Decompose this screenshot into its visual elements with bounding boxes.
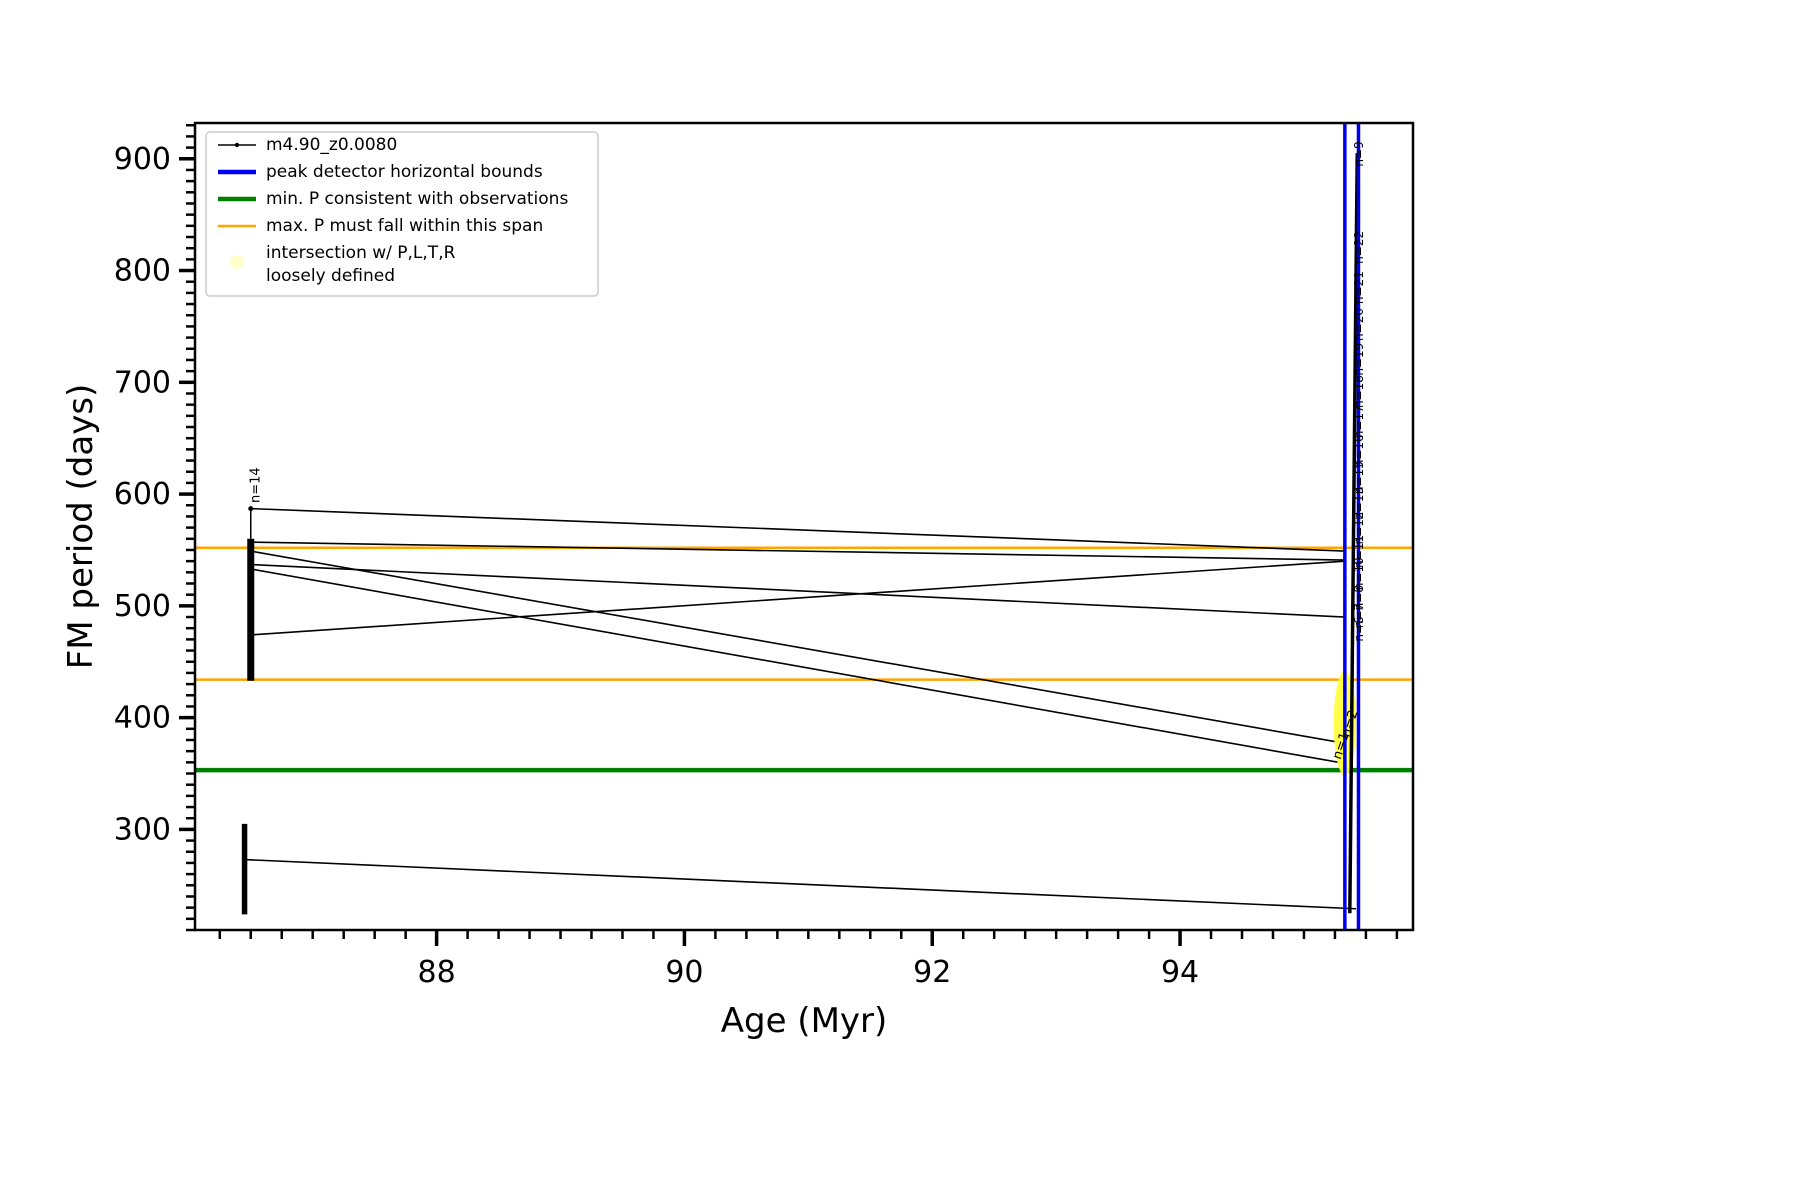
- annotation-n=10: n=10: [1352, 557, 1366, 590]
- x-axis-label: Age (Myr): [721, 1001, 888, 1041]
- y-tick-label: 700: [114, 365, 171, 400]
- x-tick-label: 92: [913, 955, 951, 990]
- annotation-n=17: n=17: [1352, 405, 1366, 438]
- right-dense-track: [1348, 153, 1359, 914]
- track-segment-0: [250, 507, 1345, 552]
- legend-marker-dot: [234, 142, 240, 148]
- track-segment-1: [250, 541, 1345, 561]
- legend-label: min. P consistent with observations: [266, 189, 568, 209]
- annotation-n=14: n=14: [248, 467, 263, 503]
- legend-box: [205, 131, 599, 297]
- y-tick-label: 600: [114, 477, 171, 512]
- y-tick-label: 800: [114, 254, 171, 289]
- y-tick-label: 400: [114, 701, 171, 736]
- legend-label: m4.90_z0.0080: [266, 135, 397, 155]
- annotation-n=11: n=11: [1352, 535, 1366, 568]
- track-segment-6: [244, 858, 1357, 910]
- track-segment-3: [250, 563, 1345, 618]
- legend-label: peak detector horizontal bounds: [266, 162, 543, 182]
- marker-point-0: [248, 506, 254, 512]
- legend-label: max. P must fall within this span: [266, 216, 543, 236]
- track-segment-4: [250, 568, 1345, 765]
- annotation-n=8: n=8: [1352, 585, 1366, 610]
- y-tick-label: 900: [114, 142, 171, 177]
- x-tick-label: 94: [1161, 955, 1199, 990]
- annotation-n=6: n=6: [1352, 616, 1366, 641]
- annotation-n=13: n=13: [1352, 487, 1366, 520]
- y-axis-label: FM period (days): [61, 384, 101, 670]
- y-tick-label: 500: [114, 589, 171, 624]
- annotation-n=19: n=19: [1352, 343, 1366, 376]
- legend-marker-intersection: [230, 255, 244, 269]
- track-segment-5: [250, 560, 1345, 636]
- annotation-n=16: n=16: [1352, 434, 1366, 467]
- track-segment-2: [250, 550, 1345, 745]
- annotation-n=22: n=22: [1352, 231, 1366, 264]
- annotation-n=7: n=7: [1352, 603, 1366, 628]
- x-tick-label: 90: [665, 955, 703, 990]
- annotation-n=20: n=20: [1352, 308, 1366, 341]
- legend-label: intersection w/ P,L,T,R: [266, 243, 456, 263]
- x-tick-label: 88: [418, 955, 456, 990]
- annotation-n=9: n=9: [1352, 141, 1366, 166]
- y-tick-label: 300: [114, 812, 171, 847]
- legend-label: loosely defined: [266, 266, 395, 286]
- annotation-n=18: n=18: [1352, 375, 1366, 408]
- annotation-n=15: n=15: [1352, 461, 1366, 494]
- annotation-n=12: n=12: [1352, 511, 1366, 544]
- annotation-n=21: n=21: [1352, 271, 1366, 304]
